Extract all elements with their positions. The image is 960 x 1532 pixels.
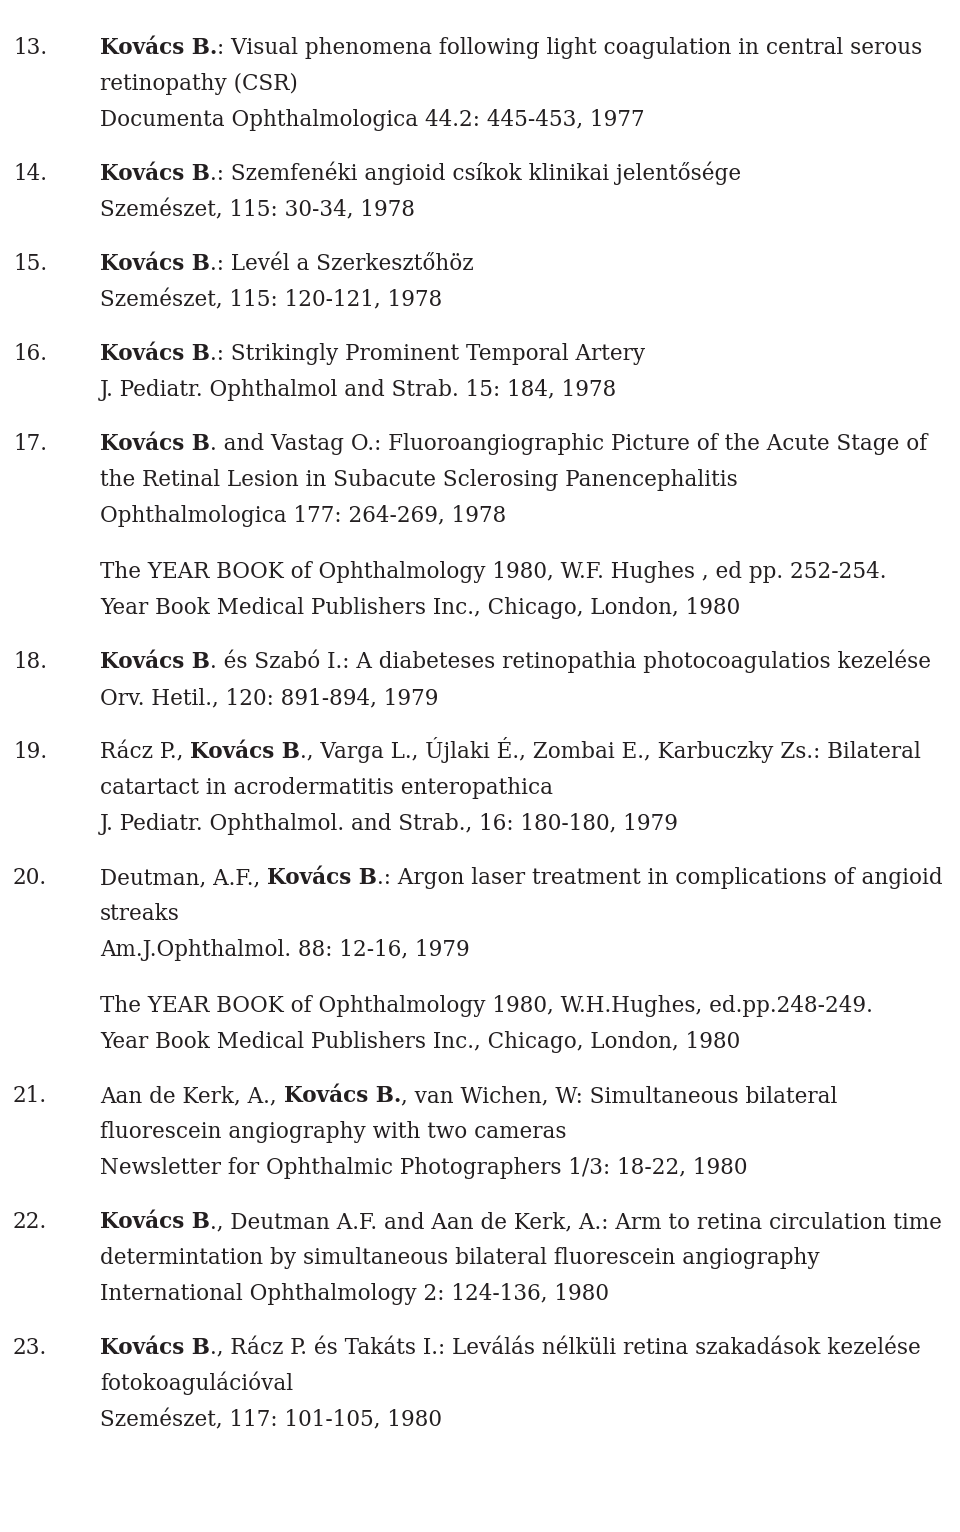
Text: Kovács B: Kovács B — [100, 1337, 210, 1359]
Text: Szemészet, 117: 101-105, 1980: Szemészet, 117: 101-105, 1980 — [100, 1409, 442, 1431]
Text: 18.: 18. — [13, 651, 47, 673]
Text: Am.J.Ophthalmol. 88: 12-16, 1979: Am.J.Ophthalmol. 88: 12-16, 1979 — [100, 939, 469, 961]
Text: 16.: 16. — [13, 343, 47, 365]
Text: 14.: 14. — [13, 162, 47, 185]
Text: Szemészet, 115: 30-34, 1978: Szemészet, 115: 30-34, 1978 — [100, 199, 415, 221]
Text: 17.: 17. — [13, 434, 47, 455]
Text: Kovács B.: Kovács B. — [283, 1085, 401, 1108]
Text: Kovács B: Kovács B — [100, 162, 210, 185]
Text: 15.: 15. — [13, 253, 47, 276]
Text: Rácz P.,: Rácz P., — [100, 741, 190, 763]
Text: 20.: 20. — [13, 867, 47, 889]
Text: ., Deutman A.F. and Aan de Kerk, A.: Arm to retina circulation time: ., Deutman A.F. and Aan de Kerk, A.: Arm… — [210, 1210, 942, 1233]
Text: fotokoagulációval: fotokoagulációval — [100, 1371, 293, 1396]
Text: determintation by simultaneous bilateral fluorescein angiography: determintation by simultaneous bilateral… — [100, 1247, 820, 1268]
Text: .: Levél a Szerkesztőhöz: .: Levél a Szerkesztőhöz — [210, 253, 473, 276]
Text: 21.: 21. — [13, 1085, 47, 1108]
Text: streaks: streaks — [100, 902, 180, 925]
Text: Kovács B.: Kovács B. — [100, 37, 217, 60]
Text: ., Rácz P. és Takáts I.: Leválás nélküli retina szakadások kezelése: ., Rácz P. és Takáts I.: Leválás nélküli… — [210, 1337, 921, 1359]
Text: Documenta Ophthalmologica 44.2: 445-453, 1977: Documenta Ophthalmologica 44.2: 445-453,… — [100, 109, 644, 132]
Text: .: Strikingly Prominent Temporal Artery: .: Strikingly Prominent Temporal Artery — [210, 343, 645, 365]
Text: Kovács B: Kovács B — [100, 434, 210, 455]
Text: Deutman, A.F.,: Deutman, A.F., — [100, 867, 267, 889]
Text: Newsletter for Ophthalmic Photographers 1/3: 18-22, 1980: Newsletter for Ophthalmic Photographers … — [100, 1157, 748, 1180]
Text: , van Wichen, W: Simultaneous bilateral: , van Wichen, W: Simultaneous bilateral — [401, 1085, 837, 1108]
Text: Year Book Medical Publishers Inc., Chicago, London, 1980: Year Book Medical Publishers Inc., Chica… — [100, 1031, 740, 1052]
Text: 13.: 13. — [13, 37, 47, 60]
Text: Kovács B: Kovács B — [100, 343, 210, 365]
Text: J. Pediatr. Ophthalmol. and Strab., 16: 180-180, 1979: J. Pediatr. Ophthalmol. and Strab., 16: … — [100, 813, 679, 835]
Text: : Visual phenomena following light coagulation in central serous: : Visual phenomena following light coagu… — [217, 37, 923, 60]
Text: Kovács B: Kovács B — [100, 253, 210, 276]
Text: fluorescein angiography with two cameras: fluorescein angiography with two cameras — [100, 1121, 566, 1143]
Text: Kovács B: Kovács B — [100, 651, 210, 673]
Text: ., Varga L., Újlaki É., Zombai E., Karbuczky Zs.: Bilateral: ., Varga L., Újlaki É., Zombai E., Karbu… — [300, 737, 921, 763]
Text: .: Szemfenéki angioid csíkok klinikai jelentősége: .: Szemfenéki angioid csíkok klinikai je… — [210, 161, 741, 185]
Text: International Ophthalmology 2: 124-136, 1980: International Ophthalmology 2: 124-136, … — [100, 1282, 609, 1305]
Text: catartact in acrodermatitis enteropathica: catartact in acrodermatitis enteropathic… — [100, 777, 553, 800]
Text: .: Argon laser treatment in complications of angioid: .: Argon laser treatment in complication… — [377, 867, 943, 889]
Text: . és Szabó I.: A diabeteses retinopathia photocoagulatios kezelése: . és Szabó I.: A diabeteses retinopathia… — [210, 650, 931, 673]
Text: the Retinal Lesion in Subacute Sclerosing Panencephalitis: the Retinal Lesion in Subacute Sclerosin… — [100, 469, 737, 490]
Text: Kovács B: Kovács B — [100, 1210, 210, 1233]
Text: Kovács B: Kovács B — [190, 741, 300, 763]
Text: The YEAR BOOK of Ophthalmology 1980, W.F. Hughes , ed pp. 252-254.: The YEAR BOOK of Ophthalmology 1980, W.F… — [100, 561, 886, 584]
Text: 22.: 22. — [13, 1210, 47, 1233]
Text: J. Pediatr. Ophthalmol and Strab. 15: 184, 1978: J. Pediatr. Ophthalmol and Strab. 15: 18… — [100, 378, 617, 401]
Text: 19.: 19. — [13, 741, 47, 763]
Text: Orv. Hetil., 120: 891-894, 1979: Orv. Hetil., 120: 891-894, 1979 — [100, 686, 439, 709]
Text: retinopathy (CSR): retinopathy (CSR) — [100, 74, 298, 95]
Text: Aan de Kerk, A.,: Aan de Kerk, A., — [100, 1085, 283, 1108]
Text: 23.: 23. — [13, 1337, 47, 1359]
Text: Year Book Medical Publishers Inc., Chicago, London, 1980: Year Book Medical Publishers Inc., Chica… — [100, 597, 740, 619]
Text: Ophthalmologica 177: 264-269, 1978: Ophthalmologica 177: 264-269, 1978 — [100, 506, 506, 527]
Text: Szemészet, 115: 120-121, 1978: Szemészet, 115: 120-121, 1978 — [100, 290, 443, 311]
Text: Kovács B: Kovács B — [267, 867, 377, 889]
Text: The YEAR BOOK of Ophthalmology 1980, W.H.Hughes, ed.pp.248-249.: The YEAR BOOK of Ophthalmology 1980, W.H… — [100, 994, 873, 1017]
Text: . and Vastag O.: Fluoroangiographic Picture of the Acute Stage of: . and Vastag O.: Fluoroangiographic Pict… — [210, 434, 927, 455]
